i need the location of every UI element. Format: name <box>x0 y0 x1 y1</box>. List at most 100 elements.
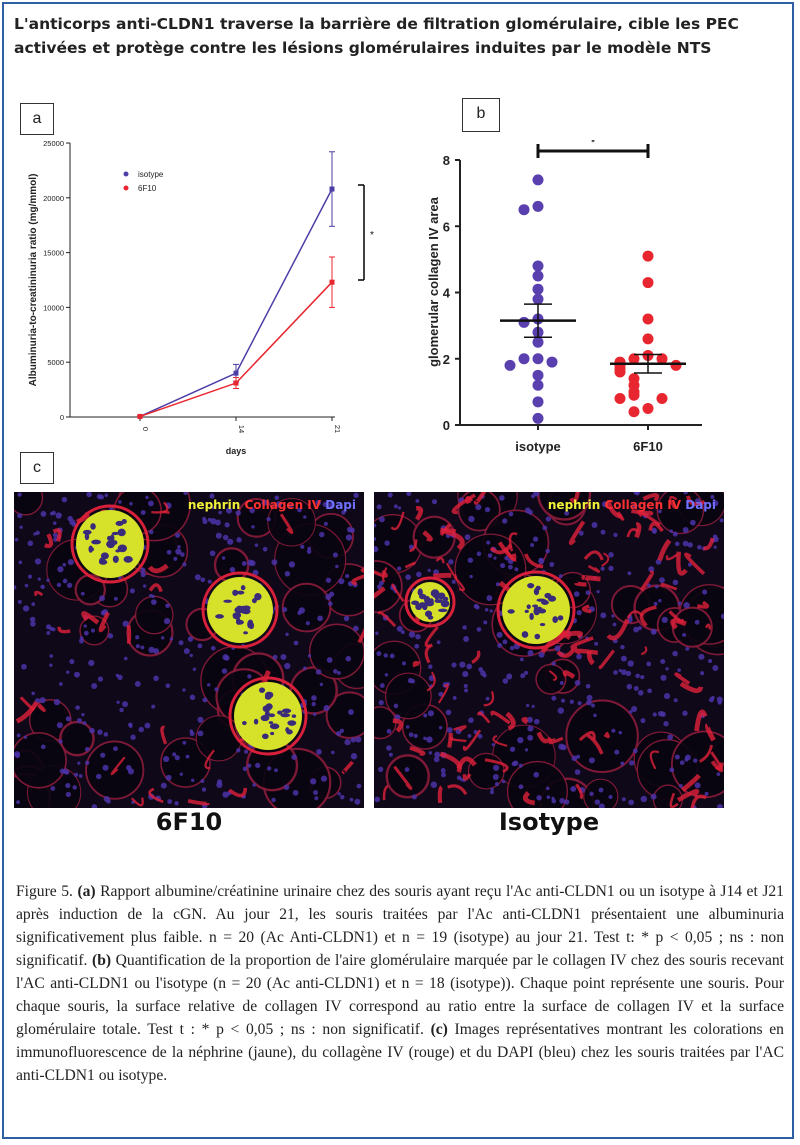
bowman-capsule <box>404 576 456 628</box>
nucleus <box>335 564 339 569</box>
nucleus <box>441 772 446 778</box>
collagen-fiber <box>439 527 465 551</box>
nucleus <box>297 507 302 513</box>
nucleus <box>282 607 288 613</box>
nucleus <box>192 667 197 671</box>
nucleus <box>355 736 362 743</box>
nucleus <box>262 546 268 552</box>
nucleus <box>476 551 482 557</box>
podocyte-nucleus <box>242 720 247 726</box>
nucleus <box>24 583 29 588</box>
nucleus <box>307 546 312 551</box>
collagen-fiber <box>445 562 458 580</box>
micrograph-caption-isotype: Isotype <box>498 808 600 836</box>
podocyte-nucleus <box>268 721 274 725</box>
nucleus <box>236 537 242 543</box>
nucleus <box>524 748 529 752</box>
nucleus <box>165 603 170 609</box>
nucleus <box>135 635 140 640</box>
y-axis-label: Albuminuria-to-creatininuria ratio (mg/m… <box>28 174 39 387</box>
nucleus <box>687 562 692 567</box>
nucleus <box>590 703 595 708</box>
nucleus <box>378 516 385 523</box>
caption-b-label: (b) <box>92 952 112 969</box>
podocyte-nucleus <box>258 687 266 693</box>
nucleus <box>578 530 584 536</box>
collagen-fiber <box>665 553 679 561</box>
nucleus <box>339 728 345 733</box>
nucleus <box>546 795 551 799</box>
y-tick-label: 4 <box>443 286 451 301</box>
nucleus <box>77 761 81 765</box>
nucleus <box>90 628 96 633</box>
nucleus <box>500 563 506 569</box>
nucleus <box>682 710 688 716</box>
nucleus <box>560 698 566 703</box>
nucleus <box>520 673 526 679</box>
nucleus <box>499 495 505 501</box>
collagen-fiber <box>569 492 580 503</box>
nucleus <box>427 568 431 572</box>
nucleus <box>451 579 456 584</box>
podocyte-nucleus <box>527 582 535 589</box>
nucleus <box>346 526 353 533</box>
nucleus <box>374 537 377 541</box>
nucleus <box>191 778 195 783</box>
nucleus <box>665 667 669 671</box>
nucleus <box>632 503 638 509</box>
nucleus <box>673 698 678 703</box>
legend-nephrin: nephrin <box>547 498 601 512</box>
nucleus <box>684 757 689 762</box>
collagen-fiber <box>462 773 472 781</box>
collagen-fiber <box>639 570 654 592</box>
nucleus <box>620 761 625 766</box>
nucleus <box>711 695 715 700</box>
podocyte-nucleus <box>261 733 269 740</box>
nucleus <box>247 763 252 768</box>
nucleus <box>433 756 440 763</box>
nucleus <box>113 596 118 601</box>
nucleus <box>653 601 658 606</box>
nucleus <box>345 655 352 662</box>
podocyte-nucleus <box>277 710 283 715</box>
nucleus <box>106 799 111 804</box>
nucleus <box>467 557 474 563</box>
collagen-fiber <box>453 576 465 592</box>
nucleus <box>61 496 68 503</box>
nucleus <box>621 669 627 676</box>
nucleus <box>140 510 146 515</box>
collagen-fiber <box>497 541 517 561</box>
legend-collagen: Collagen IV <box>604 498 682 512</box>
collagen-fiber <box>587 564 601 573</box>
nucleus <box>80 591 85 596</box>
nucleus <box>467 734 472 738</box>
nucleus <box>438 691 444 697</box>
podocyte-nucleus <box>123 555 133 563</box>
nucleus <box>129 588 135 594</box>
collagen-fiber <box>360 564 364 574</box>
podocyte-nucleus <box>548 595 557 602</box>
collagen-fiber <box>668 610 684 624</box>
x-tick-label: 6F10 <box>633 439 663 454</box>
podocyte-nucleus <box>106 542 114 547</box>
podocyte-nucleus <box>269 723 280 730</box>
nucleus <box>311 695 317 701</box>
collagen-fiber <box>409 539 418 553</box>
nucleus <box>218 510 223 515</box>
nucleus <box>306 549 312 554</box>
nucleus <box>526 703 530 708</box>
nucleus <box>207 517 212 522</box>
nucleus <box>91 804 98 808</box>
collagen-fiber <box>575 783 584 800</box>
nucleus <box>53 699 61 706</box>
nucleus <box>708 659 713 664</box>
nucleus <box>14 751 21 758</box>
podocyte-nucleus <box>430 589 440 598</box>
nucleus <box>635 673 640 679</box>
collagen-fiber <box>492 734 508 747</box>
tubule <box>160 737 211 788</box>
nucleus <box>593 713 597 718</box>
nucleus <box>241 561 247 566</box>
nucleus <box>235 510 241 516</box>
collagen-fiber <box>540 635 561 654</box>
